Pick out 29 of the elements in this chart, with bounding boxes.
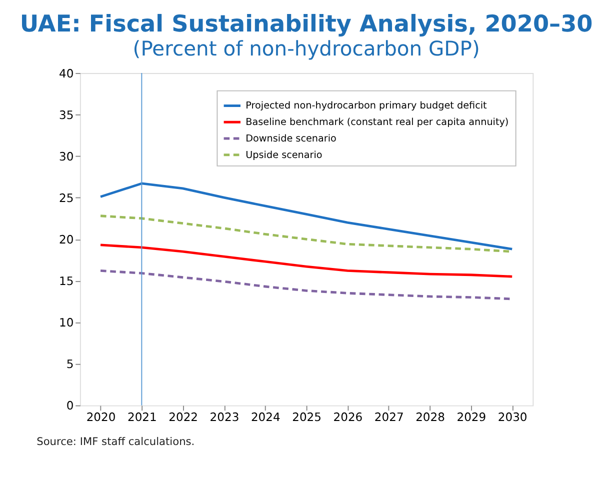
x-tick-label: 2022 [168, 410, 198, 424]
y-tick-label: 0 [66, 398, 74, 413]
y-tick-label: 30 [58, 149, 74, 164]
legend-label: Upside scenario [246, 150, 322, 161]
legend-label: Baseline benchmark (constant real per capita annuity) [246, 117, 509, 128]
y-tick-label: 15 [58, 274, 74, 288]
x-tick-label: 2020 [86, 410, 116, 424]
y-tick-label: 5 [66, 357, 74, 372]
line-series [99, 182, 514, 250]
x-tick-label: 2028 [416, 410, 445, 424]
x-tick-label: 2024 [250, 410, 280, 424]
y-tick-label: 25 [58, 190, 74, 205]
legend-label: Projected non-hydrocarbon primary budget deficit [246, 100, 488, 112]
x-tick-label: 2030 [498, 410, 528, 424]
x-tick-label: 2023 [210, 410, 240, 424]
x-tick-label: 2027 [374, 410, 404, 424]
x-tick-label: 2021 [127, 410, 157, 424]
source-note: Source: IMF staff calculations. [36, 436, 195, 448]
x-tick-label: 2025 [292, 410, 322, 424]
y-tick-label: 40 [58, 66, 74, 80]
y-tick-label: 35 [58, 108, 74, 122]
x-tick-label: 2026 [333, 410, 363, 424]
y-tick-label: 10 [58, 316, 74, 330]
line-series [99, 244, 514, 278]
x-tick-label: 2029 [456, 410, 486, 424]
y-tick-label: 20 [58, 232, 74, 246]
chart-subtitle: (Percent of non-hydrocarbon GDP) [132, 36, 480, 61]
legend-label: Downside scenario [246, 133, 337, 144]
chart-title: UAE: Fiscal Sustainability Analysis, 2020–30 [20, 12, 593, 38]
